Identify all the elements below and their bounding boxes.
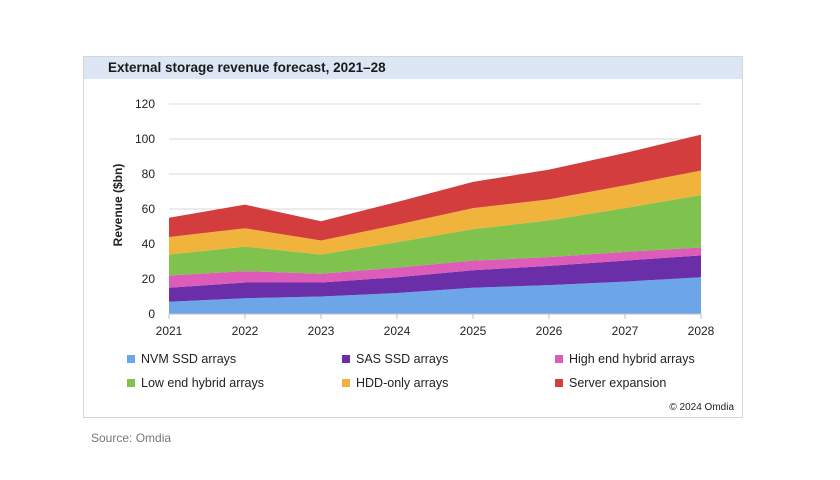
area-low-end-hybrid-arrays [169,195,701,276]
legend-swatch [555,379,563,387]
axes [168,313,702,319]
legend-swatch [127,355,135,363]
area-sas-ssd-arrays [169,255,701,302]
legend-swatch [127,379,135,387]
legend-item: SAS SSD arrays [342,352,448,366]
x-tick-label: 2022 [232,324,259,338]
legend-label: NVM SSD arrays [141,352,237,366]
y-tick-label: 100 [135,132,155,146]
area-nvm-ssd-arrays [169,277,701,314]
legend-item: Server expansion [555,376,666,390]
area-server-expansion [169,134,701,241]
x-tick-label: 2023 [308,324,335,338]
y-tick-labels: 0 20 40 60 80 100 120 [135,97,155,321]
legend-label: Server expansion [569,376,667,390]
legend-item: HDD-only arrays [342,376,448,390]
chart-title-bar: External storage revenue forecast, 2021–… [84,57,742,79]
x-tick-label: 2028 [688,324,715,338]
x-tick-labels: 2021 2022 2023 2024 2025 2026 2027 2028 [156,324,715,338]
y-tick-label: 120 [135,97,155,111]
legend-swatch [555,355,563,363]
y-tick-label: 40 [142,237,156,251]
x-tick-label: 2024 [384,324,411,338]
chart-legend: NVM SSD arrays SAS SSD arrays High end hyb… [127,352,727,402]
legend-item: High end hybrid arrays [555,352,695,366]
area-high-end-hybrid-arrays [169,247,701,288]
x-tick-label: 2021 [156,324,183,338]
x-tick-label: 2025 [460,324,487,338]
y-tick-label: 80 [142,167,156,181]
legend-swatch [342,379,350,387]
x-tick-label: 2027 [612,324,639,338]
y-tick-label: 60 [142,202,156,216]
legend-item: NVM SSD arrays [127,352,236,366]
legend-label: Low end hybrid arrays [141,376,264,390]
legend-item: Low end hybrid arrays [127,376,264,390]
source-note: Source: Omdia [91,431,172,445]
copyright-note: © 2024 Omdia [669,402,734,413]
chart-title: External storage revenue forecast, 2021–… [108,60,386,75]
legend-label: HDD-only arrays [356,376,449,390]
legend-label: SAS SSD arrays [356,352,449,366]
stacked-area-chart: 0 20 40 60 80 100 120 2021 2022 2023 2024 2025 2026… [111,97,715,338]
y-tick-label: 20 [142,272,156,286]
x-tick-label: 2026 [536,324,563,338]
legend-label: High end hybrid arrays [569,352,695,366]
y-tick-label: 0 [148,307,155,321]
legend-swatch [342,355,350,363]
area-series [169,134,701,314]
area-hdd-only-arrays [169,170,701,255]
y-axis-label: Revenue ($bn) [111,164,125,247]
chart-card: External storage revenue forecast, 2021–… [83,56,743,418]
